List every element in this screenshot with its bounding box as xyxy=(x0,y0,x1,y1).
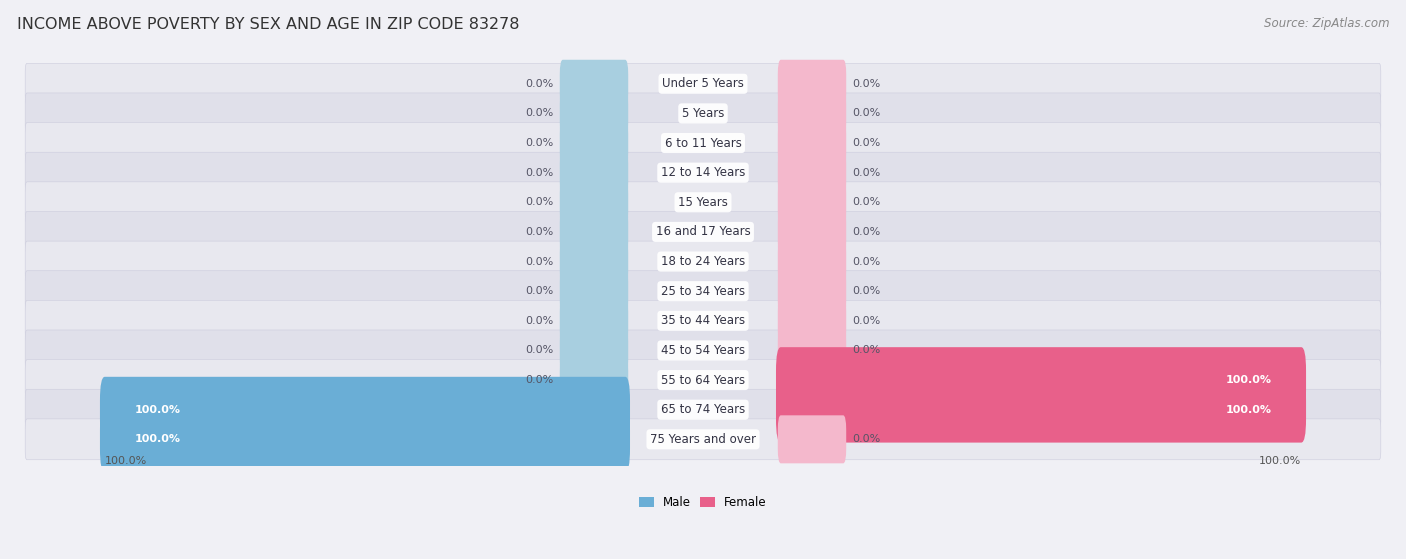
FancyBboxPatch shape xyxy=(25,93,1381,134)
FancyBboxPatch shape xyxy=(778,149,846,197)
Text: 100.0%: 100.0% xyxy=(1226,375,1271,385)
FancyBboxPatch shape xyxy=(560,89,628,138)
FancyBboxPatch shape xyxy=(25,419,1381,459)
Text: 0.0%: 0.0% xyxy=(852,79,880,89)
Text: 0.0%: 0.0% xyxy=(526,316,554,326)
Text: 0.0%: 0.0% xyxy=(852,168,880,178)
FancyBboxPatch shape xyxy=(25,241,1381,282)
Text: 0.0%: 0.0% xyxy=(526,108,554,119)
FancyBboxPatch shape xyxy=(778,326,846,375)
Text: 100.0%: 100.0% xyxy=(135,405,180,415)
Text: 25 to 34 Years: 25 to 34 Years xyxy=(661,285,745,298)
FancyBboxPatch shape xyxy=(25,389,1381,430)
FancyBboxPatch shape xyxy=(100,406,630,472)
Text: 0.0%: 0.0% xyxy=(852,108,880,119)
Text: 0.0%: 0.0% xyxy=(526,227,554,237)
FancyBboxPatch shape xyxy=(25,63,1381,104)
Text: 0.0%: 0.0% xyxy=(526,257,554,267)
FancyBboxPatch shape xyxy=(25,211,1381,252)
FancyBboxPatch shape xyxy=(560,178,628,226)
Text: 5 Years: 5 Years xyxy=(682,107,724,120)
Text: 0.0%: 0.0% xyxy=(852,286,880,296)
Text: 100.0%: 100.0% xyxy=(104,456,148,466)
FancyBboxPatch shape xyxy=(100,377,630,443)
Text: 16 and 17 Years: 16 and 17 Years xyxy=(655,225,751,239)
FancyBboxPatch shape xyxy=(778,297,846,345)
Legend: Male, Female: Male, Female xyxy=(634,491,772,514)
FancyBboxPatch shape xyxy=(25,182,1381,222)
Text: 0.0%: 0.0% xyxy=(526,197,554,207)
Text: 6 to 11 Years: 6 to 11 Years xyxy=(665,136,741,149)
FancyBboxPatch shape xyxy=(778,178,846,226)
Text: 35 to 44 Years: 35 to 44 Years xyxy=(661,314,745,328)
Text: 100.0%: 100.0% xyxy=(1258,456,1302,466)
Text: 0.0%: 0.0% xyxy=(526,168,554,178)
FancyBboxPatch shape xyxy=(560,267,628,315)
FancyBboxPatch shape xyxy=(560,208,628,256)
FancyBboxPatch shape xyxy=(560,60,628,108)
Text: Source: ZipAtlas.com: Source: ZipAtlas.com xyxy=(1264,17,1389,30)
FancyBboxPatch shape xyxy=(25,359,1381,400)
Text: 0.0%: 0.0% xyxy=(526,138,554,148)
Text: 0.0%: 0.0% xyxy=(526,345,554,356)
Text: 55 to 64 Years: 55 to 64 Years xyxy=(661,373,745,387)
FancyBboxPatch shape xyxy=(560,356,628,404)
Text: 65 to 74 Years: 65 to 74 Years xyxy=(661,403,745,416)
Text: 100.0%: 100.0% xyxy=(1226,405,1271,415)
Text: 15 Years: 15 Years xyxy=(678,196,728,209)
Text: 12 to 14 Years: 12 to 14 Years xyxy=(661,166,745,179)
FancyBboxPatch shape xyxy=(25,271,1381,311)
Text: 75 Years and over: 75 Years and over xyxy=(650,433,756,446)
FancyBboxPatch shape xyxy=(560,297,628,345)
FancyBboxPatch shape xyxy=(25,300,1381,341)
FancyBboxPatch shape xyxy=(776,347,1306,413)
FancyBboxPatch shape xyxy=(560,238,628,286)
Text: 0.0%: 0.0% xyxy=(526,79,554,89)
FancyBboxPatch shape xyxy=(778,119,846,167)
Text: 100.0%: 100.0% xyxy=(135,434,180,444)
Text: 18 to 24 Years: 18 to 24 Years xyxy=(661,255,745,268)
FancyBboxPatch shape xyxy=(778,60,846,108)
FancyBboxPatch shape xyxy=(25,152,1381,193)
FancyBboxPatch shape xyxy=(778,238,846,286)
Text: INCOME ABOVE POVERTY BY SEX AND AGE IN ZIP CODE 83278: INCOME ABOVE POVERTY BY SEX AND AGE IN Z… xyxy=(17,17,519,32)
FancyBboxPatch shape xyxy=(778,208,846,256)
FancyBboxPatch shape xyxy=(776,377,1306,443)
FancyBboxPatch shape xyxy=(778,89,846,138)
FancyBboxPatch shape xyxy=(778,267,846,315)
Text: 0.0%: 0.0% xyxy=(852,257,880,267)
Text: 0.0%: 0.0% xyxy=(852,316,880,326)
FancyBboxPatch shape xyxy=(560,326,628,375)
Text: 0.0%: 0.0% xyxy=(852,197,880,207)
Text: 0.0%: 0.0% xyxy=(852,345,880,356)
Text: 0.0%: 0.0% xyxy=(852,434,880,444)
Text: 0.0%: 0.0% xyxy=(852,138,880,148)
Text: 0.0%: 0.0% xyxy=(526,286,554,296)
Text: 0.0%: 0.0% xyxy=(852,227,880,237)
FancyBboxPatch shape xyxy=(560,149,628,197)
Text: 45 to 54 Years: 45 to 54 Years xyxy=(661,344,745,357)
FancyBboxPatch shape xyxy=(560,119,628,167)
FancyBboxPatch shape xyxy=(25,122,1381,163)
Text: 0.0%: 0.0% xyxy=(526,375,554,385)
Text: Under 5 Years: Under 5 Years xyxy=(662,77,744,90)
FancyBboxPatch shape xyxy=(25,330,1381,371)
FancyBboxPatch shape xyxy=(778,415,846,463)
